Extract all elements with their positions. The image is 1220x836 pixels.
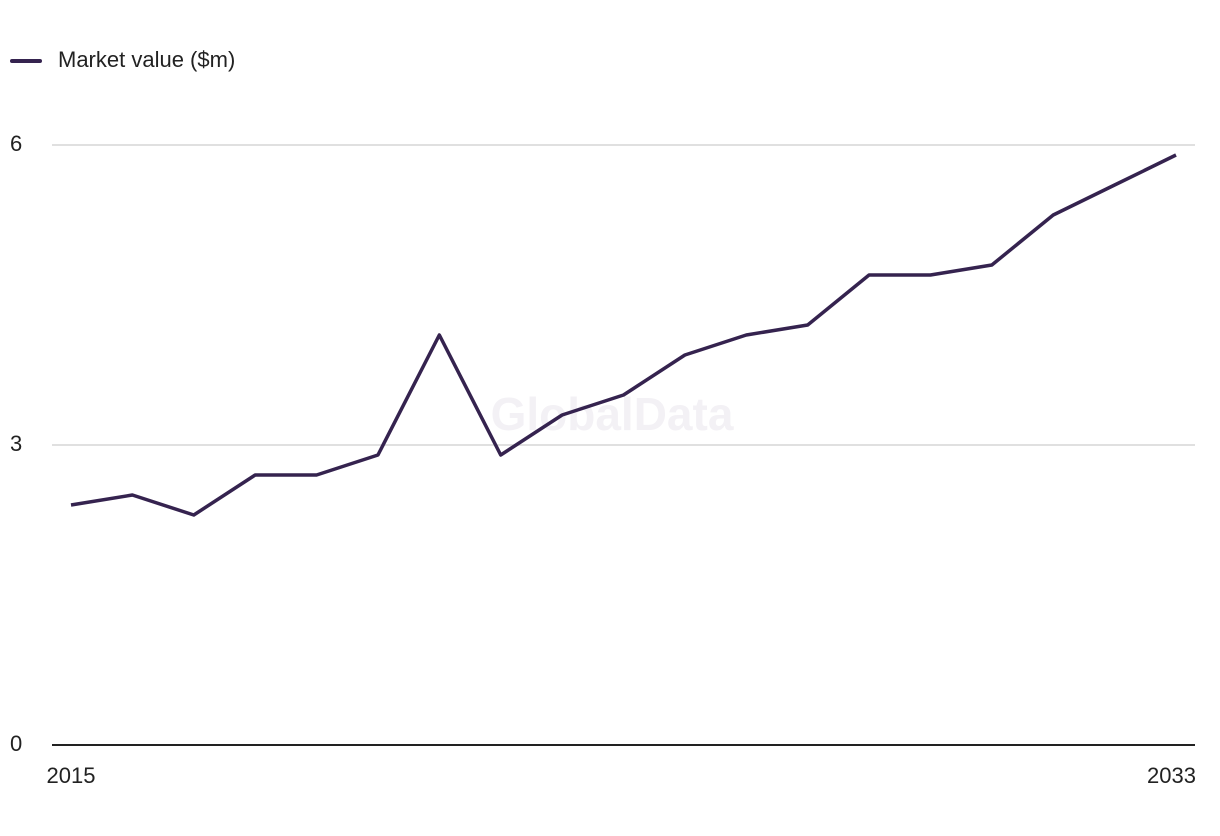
- x-tick-label: 2015: [47, 763, 96, 788]
- y-tick-label: 3: [10, 431, 22, 456]
- data-line: [70, 153, 1177, 517]
- y-tick-label: 6: [10, 131, 22, 156]
- watermark: GlobalData: [491, 388, 734, 440]
- x-tick-label: 2033: [1147, 763, 1196, 788]
- y-tick-label: 0: [10, 731, 22, 756]
- legend-label: Market value ($m): [58, 47, 235, 72]
